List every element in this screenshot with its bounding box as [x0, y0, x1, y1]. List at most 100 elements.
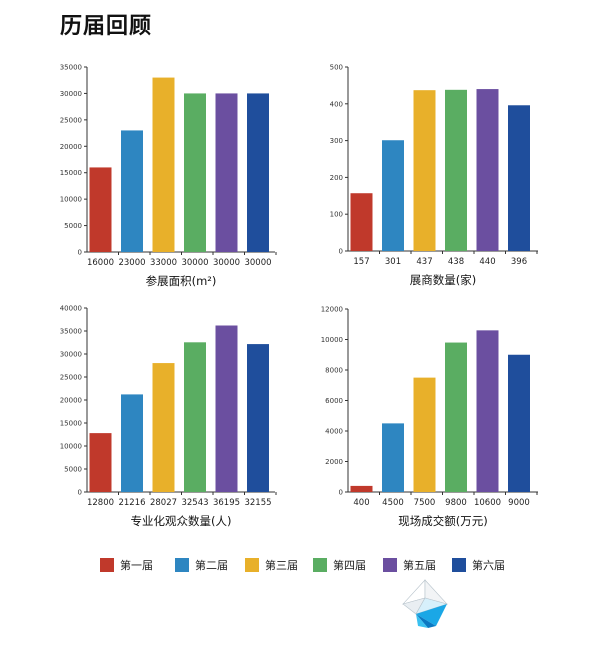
bar	[89, 167, 112, 252]
legend-item: 第一届	[100, 556, 153, 574]
y-tick-label: 200	[330, 174, 343, 182]
x-tick-label: 9000	[508, 498, 530, 508]
y-tick-label: 30000	[60, 351, 82, 359]
y-tick-label: 35000	[60, 64, 82, 72]
y-tick-label: 0	[78, 249, 82, 257]
bar	[508, 105, 530, 251]
bar	[382, 140, 404, 251]
y-tick-label: 10000	[321, 336, 343, 344]
x-tick-label: 438	[448, 257, 464, 267]
legend-label: 第六届	[472, 559, 505, 572]
x-tick-label: 4500	[382, 498, 404, 508]
y-tick-label: 0	[339, 248, 343, 256]
y-tick-label: 5000	[64, 466, 82, 474]
legend: 第一届 第二届 第三届 第四届 第五届 第六届	[100, 556, 540, 576]
bar	[445, 89, 467, 251]
legend-swatch	[452, 558, 466, 572]
y-tick-label: 25000	[60, 116, 82, 124]
legend-swatch	[175, 558, 189, 572]
x-tick-label: 437	[416, 257, 432, 267]
x-tick-label: 396	[511, 257, 527, 267]
y-tick-label: 500	[330, 64, 343, 72]
bar	[215, 325, 238, 492]
legend-swatch	[100, 558, 114, 572]
bar	[152, 77, 175, 252]
chart-title: 展商数量(家)	[410, 273, 476, 287]
x-tick-label: 23000	[118, 258, 145, 268]
bar	[215, 93, 238, 252]
y-tick-label: 10000	[60, 443, 82, 451]
x-tick-label: 157	[353, 257, 369, 267]
x-tick-label: 30000	[213, 258, 240, 268]
bar	[247, 93, 269, 252]
chart-title: 专业化观众数量(人)	[131, 514, 232, 528]
y-tick-label: 100	[330, 211, 343, 219]
x-tick-label: 9800	[445, 498, 467, 508]
bar	[121, 394, 143, 492]
legend-item: 第六届	[452, 556, 505, 574]
y-tick-label: 6000	[325, 397, 343, 405]
x-tick-label: 21216	[118, 498, 145, 508]
legend-label: 第二届	[195, 559, 228, 572]
bar	[350, 485, 373, 492]
y-tick-label: 300	[330, 137, 343, 145]
y-tick-label: 10000	[60, 196, 82, 204]
y-tick-label: 25000	[60, 374, 82, 382]
bar	[508, 354, 530, 492]
y-tick-label: 0	[339, 489, 343, 497]
y-tick-label: 35000	[60, 328, 82, 336]
bar	[476, 330, 499, 492]
bar	[184, 93, 206, 252]
legend-label: 第五届	[403, 559, 436, 572]
y-tick-label: 5000	[64, 222, 82, 230]
x-tick-label: 33000	[150, 258, 177, 268]
x-tick-label: 30000	[181, 258, 208, 268]
x-tick-label: 16000	[87, 258, 114, 268]
legend-label: 第四届	[333, 559, 366, 572]
legend-swatch	[245, 558, 259, 572]
bar	[476, 89, 499, 251]
page-title: 历届回顾	[60, 14, 153, 39]
legend-swatch	[383, 558, 397, 572]
y-tick-label: 0	[78, 489, 82, 497]
x-tick-label: 32543	[181, 498, 208, 508]
x-tick-label: 440	[479, 257, 495, 267]
bar	[184, 342, 206, 492]
x-tick-label: 301	[385, 257, 401, 267]
x-tick-label: 28027	[150, 498, 177, 508]
bar	[382, 423, 404, 492]
y-tick-label: 8000	[325, 367, 343, 375]
legend-item: 第五届	[383, 556, 436, 574]
y-tick-label: 15000	[60, 420, 82, 428]
y-tick-label: 4000	[325, 428, 343, 436]
bar	[413, 90, 436, 252]
bar	[413, 377, 436, 492]
bar	[152, 363, 175, 492]
y-tick-label: 30000	[60, 90, 82, 98]
y-tick-label: 2000	[325, 458, 343, 466]
x-tick-label: 400	[353, 498, 369, 508]
chart-title: 参展面积(m²)	[146, 274, 217, 288]
x-tick-label: 32155	[244, 498, 271, 508]
y-tick-label: 15000	[60, 169, 82, 177]
y-tick-label: 20000	[60, 143, 82, 151]
legend-label: 第三届	[265, 559, 298, 572]
legend-item: 第二届	[175, 556, 228, 574]
legend-label: 第一届	[120, 559, 153, 572]
y-tick-label: 40000	[60, 305, 82, 313]
bar	[121, 130, 143, 252]
y-tick-label: 20000	[60, 397, 82, 405]
chart-title: 现场成交额(万元)	[398, 514, 487, 528]
legend-swatch	[313, 558, 327, 572]
bar	[445, 342, 467, 492]
y-tick-label: 12000	[321, 306, 343, 314]
x-tick-label: 36195	[213, 498, 240, 508]
bar	[89, 433, 112, 492]
x-tick-label: 7500	[414, 498, 436, 508]
bar	[350, 193, 373, 251]
x-tick-label: 10600	[474, 498, 501, 508]
legend-item: 第三届	[245, 556, 298, 574]
legend-item: 第四届	[313, 556, 366, 574]
y-tick-label: 400	[330, 100, 343, 108]
